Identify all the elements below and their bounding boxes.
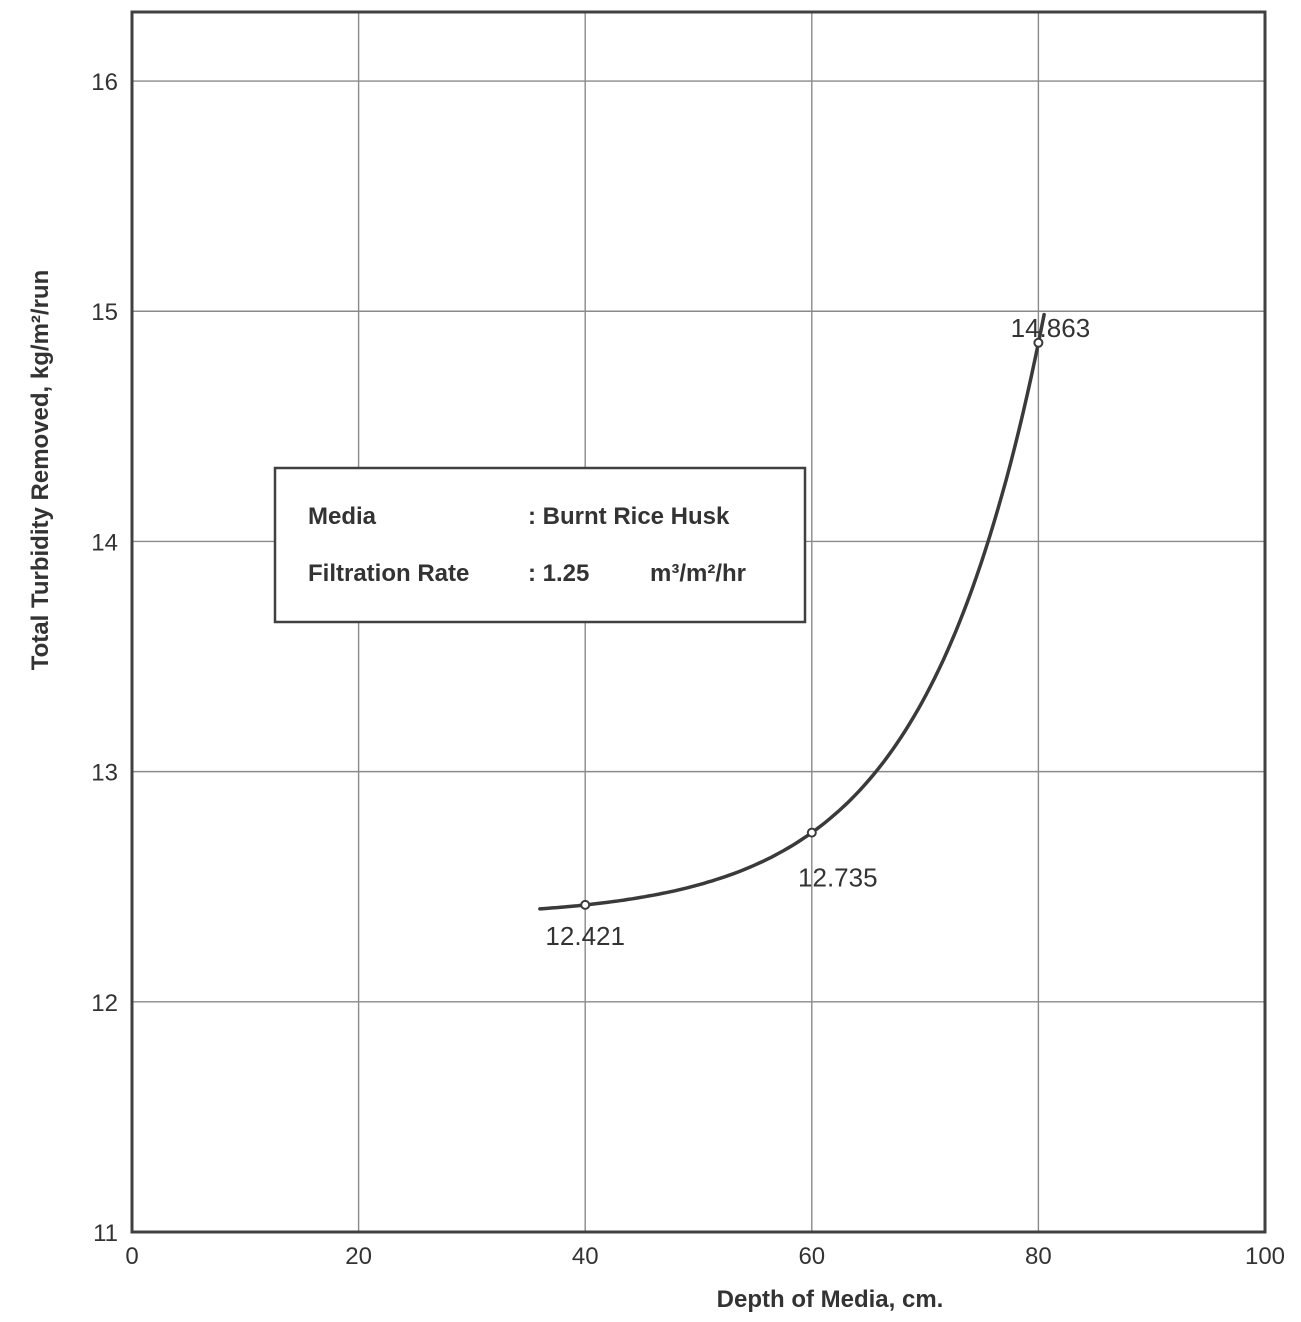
x-tick-label: 60 [798, 1243, 825, 1270]
info-rate-value: : 1.25 [528, 560, 589, 587]
data-point-marker [581, 901, 589, 909]
x-tick-label: 20 [345, 1243, 372, 1270]
y-axis-title: Total Turbidity Removed, kg/m²/run [27, 270, 54, 670]
y-tick-label: 12 [91, 990, 118, 1017]
y-tick-label: 16 [91, 69, 118, 96]
info-media-key: Media [308, 503, 377, 530]
data-point-marker [808, 829, 816, 837]
y-tick-label: 11 [93, 1220, 118, 1247]
x-axis-title: Depth of Media, cm. [717, 1286, 944, 1313]
data-point-label: 12.735 [798, 863, 878, 893]
x-tick-label: 40 [572, 1243, 599, 1270]
y-tick-label: 15 [91, 299, 118, 326]
tick-layer: 0 20 40 60 80 100 11 12 13 14 15 16 [91, 69, 1285, 1270]
info-rate-unit: m³/m²/hr [650, 560, 746, 587]
x-tick-label: 100 [1245, 1243, 1285, 1270]
info-box: Media : Burnt Rice Husk Filtration Rate … [275, 468, 805, 622]
info-rate-key: Filtration Rate [308, 560, 469, 587]
x-tick-label: 80 [1025, 1243, 1052, 1270]
info-media-value: : Burnt Rice Husk [528, 503, 730, 530]
data-point-label: 14.863 [1011, 313, 1091, 343]
series-layer: 12.421 12.735 14.863 [540, 313, 1090, 951]
data-point-label: 12.421 [545, 921, 625, 951]
x-tick-label: 0 [125, 1243, 138, 1270]
info-box-frame [275, 468, 805, 622]
y-tick-label: 13 [91, 760, 118, 787]
y-tick-label: 14 [91, 529, 118, 556]
